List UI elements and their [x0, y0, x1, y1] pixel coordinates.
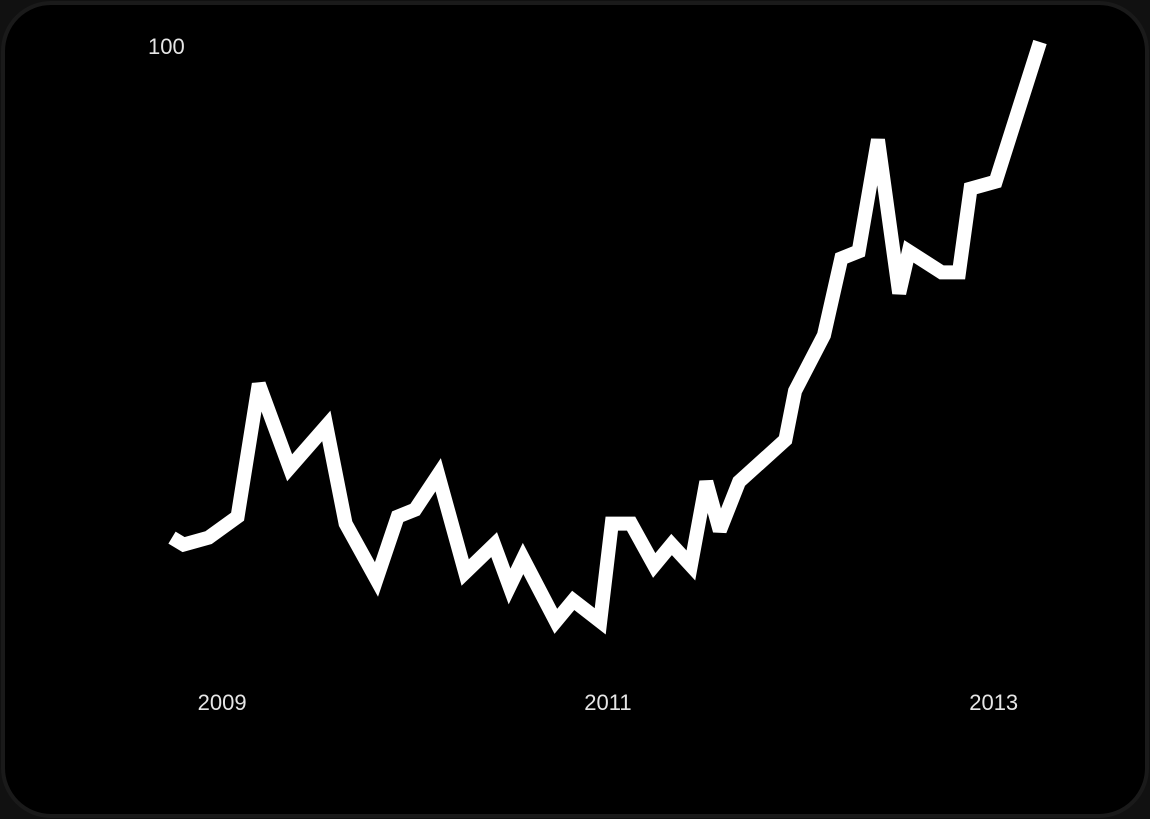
- x-tick-label: 2011: [584, 690, 631, 715]
- x-tick-label: 2013: [969, 690, 1018, 715]
- x-tick-label: 2009: [198, 690, 247, 715]
- y-tick-label: 100: [148, 34, 185, 59]
- line: [168, 39, 1047, 635]
